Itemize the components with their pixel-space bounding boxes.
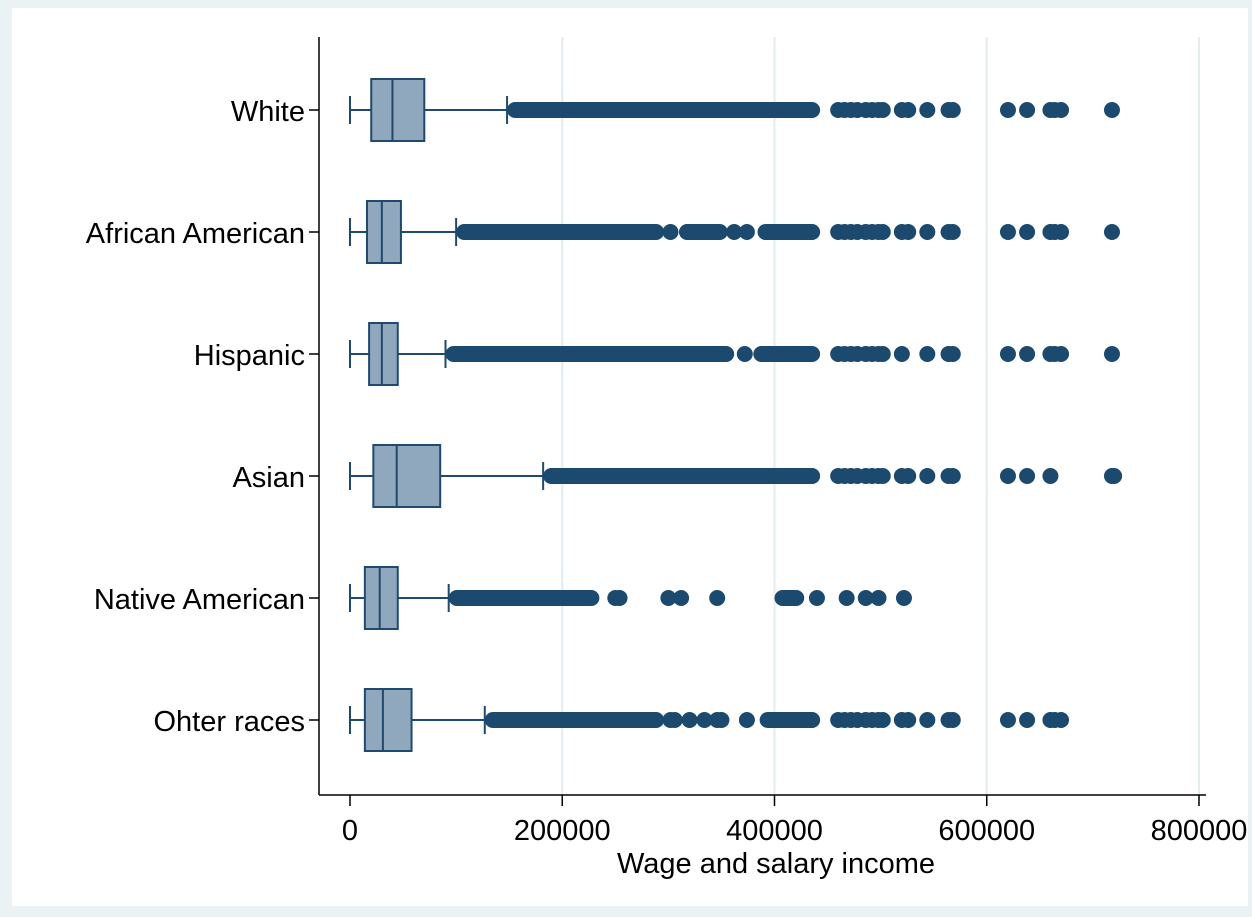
box-group <box>349 566 912 630</box>
axis-layer <box>309 37 1206 806</box>
outlier-point <box>944 224 961 240</box>
outlier-point <box>1042 468 1059 484</box>
outlier-band <box>456 224 665 240</box>
x-tick-label: 600000 <box>938 815 1035 847</box>
outlier-point <box>919 102 936 118</box>
x-tick-label: 400000 <box>726 815 823 847</box>
outlier-point <box>895 590 912 606</box>
outlier-point <box>1053 712 1070 728</box>
outlier-band <box>448 590 600 606</box>
outlier-band <box>543 468 821 484</box>
outlier-point <box>874 468 891 484</box>
outlier-point <box>738 712 755 728</box>
outlier-point <box>662 224 679 240</box>
outlier-point <box>874 102 891 118</box>
outlier-point <box>900 102 917 118</box>
y-tick-label: Ohter races <box>154 706 306 738</box>
box-group <box>349 688 1070 752</box>
box-group <box>349 78 1120 142</box>
iqr-box <box>363 688 413 752</box>
outlier-point <box>919 346 936 362</box>
box-group <box>349 322 1120 386</box>
outlier-point <box>726 224 743 240</box>
outlier-band <box>484 712 665 728</box>
outlier-point <box>696 712 713 728</box>
outlier-band <box>753 346 821 362</box>
outlier-band <box>757 224 821 240</box>
outlier-point <box>1053 102 1070 118</box>
outlier-point <box>870 590 887 606</box>
outlier-point <box>1103 102 1120 118</box>
outlier-point <box>666 712 683 728</box>
y-tick-label: White <box>231 96 305 128</box>
outlier-point <box>660 590 677 606</box>
outlier-point <box>738 224 755 240</box>
outlier-point <box>999 346 1016 362</box>
iqr-box <box>372 444 442 508</box>
outlier-point <box>1053 346 1070 362</box>
outlier-point <box>874 224 891 240</box>
outlier-point <box>900 468 917 484</box>
outlier-point <box>874 346 891 362</box>
outlier-point <box>736 346 753 362</box>
outlier-band <box>445 346 735 362</box>
plot-area <box>12 8 1248 906</box>
outlier-point <box>944 712 961 728</box>
outlier-point <box>999 468 1016 484</box>
box-group <box>349 444 1123 508</box>
outlier-point <box>713 712 730 728</box>
y-tick-label: Native American <box>94 584 305 616</box>
label-layer: 0 200000 400000 600000 800000 White African Am… <box>86 96 1248 847</box>
outlier-band <box>507 102 821 118</box>
outlier-point <box>944 346 961 362</box>
outlier-point <box>1019 224 1036 240</box>
iqr-box <box>365 200 402 264</box>
outlier-point <box>944 468 961 484</box>
outlier-band <box>759 712 821 728</box>
outlier-band <box>774 590 805 606</box>
x-axis-title: Wage and salary income <box>617 848 935 880</box>
outlier-band <box>678 224 728 240</box>
outlier-point <box>999 102 1016 118</box>
y-tick-label: African American <box>86 218 305 250</box>
iqr-box <box>370 78 426 142</box>
outlier-point <box>1106 468 1123 484</box>
outlier-point <box>838 590 855 606</box>
outlier-point <box>919 468 936 484</box>
outlier-point <box>673 590 690 606</box>
outlier-point <box>919 224 936 240</box>
x-tick-label: 200000 <box>514 815 611 847</box>
outlier-point <box>1019 346 1036 362</box>
x-tick-label: 0 <box>342 815 358 847</box>
outlier-point <box>944 102 961 118</box>
outlier-point <box>900 224 917 240</box>
y-tick-label: Hispanic <box>194 340 305 372</box>
outlier-point <box>874 712 891 728</box>
outlier-point <box>919 712 936 728</box>
y-tick-label: Asian <box>232 462 305 494</box>
outlier-point <box>857 590 874 606</box>
outlier-point <box>1019 102 1036 118</box>
outlier-point <box>808 590 825 606</box>
x-tick-label: 800000 <box>1151 815 1248 847</box>
grid-layer <box>561 37 1200 795</box>
outlier-point <box>999 712 1016 728</box>
outlier-point <box>1019 468 1036 484</box>
box-layer <box>349 78 1123 752</box>
outlier-point <box>999 224 1016 240</box>
iqr-box <box>363 566 399 630</box>
box-group <box>349 200 1120 264</box>
outlier-point <box>1103 346 1120 362</box>
outlier-point <box>611 590 628 606</box>
outlier-point <box>900 712 917 728</box>
iqr-box <box>368 322 399 386</box>
outlier-point <box>1053 224 1070 240</box>
outlier-point <box>893 346 910 362</box>
outlier-point <box>709 590 726 606</box>
outlier-point <box>681 712 698 728</box>
outlier-point <box>1019 712 1036 728</box>
outlier-point <box>1103 224 1120 240</box>
